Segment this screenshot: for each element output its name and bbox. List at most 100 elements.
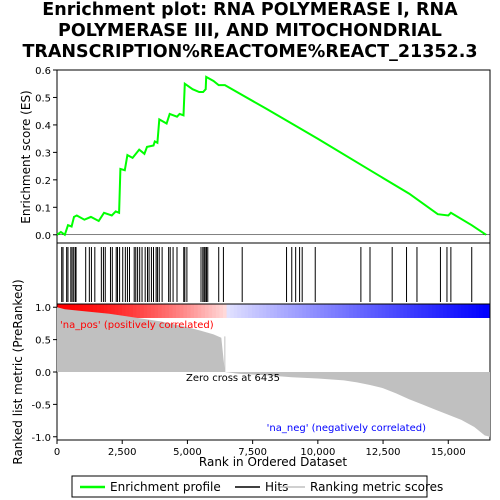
color-bar-segment <box>219 304 224 318</box>
color-bar-segment <box>93 304 98 318</box>
es-y-tick-label: 0.3 <box>35 148 51 159</box>
color-bar-segment <box>154 304 159 318</box>
color-bar-segment <box>82 304 87 318</box>
color-bar-segment <box>464 304 469 318</box>
color-bar-segment <box>136 304 141 318</box>
color-bar-segment <box>352 304 357 318</box>
color-bar-segment <box>125 304 130 318</box>
es-y-tick-label: 0.4 <box>35 121 51 132</box>
x-tick-label: 10,000 <box>300 447 335 458</box>
x-tick-label: 12,500 <box>366 447 401 458</box>
color-bar-segment <box>287 304 292 318</box>
metric-y-tick-label: -0.5 <box>31 400 51 411</box>
color-bar-segment <box>194 304 199 318</box>
color-bar-segment <box>280 304 285 318</box>
color-bar-segment <box>241 304 246 318</box>
es-y-axis-label: Enrichment score (ES) <box>19 90 33 223</box>
color-bar-segment <box>215 304 220 318</box>
color-bar-segment <box>428 304 433 318</box>
color-bar-segment <box>190 304 195 318</box>
color-bar-segment <box>432 304 437 318</box>
color-bar-segment <box>320 304 325 318</box>
color-bar-segment <box>331 304 336 318</box>
metric-y-ticks: -1.0 -0.5 0.0 0.5 1.0 <box>31 303 57 444</box>
color-bar-segment <box>342 304 347 318</box>
legend-hits-label: Hits <box>265 480 288 494</box>
color-bar-segment <box>165 304 170 318</box>
color-bar-segment <box>266 304 271 318</box>
color-bar-segment <box>237 304 242 318</box>
color-bar-segment <box>479 304 484 318</box>
metric-y-tick-label: 0.0 <box>35 368 51 379</box>
color-bar-segment <box>461 304 466 318</box>
x-tick-label: 5,000 <box>173 447 202 458</box>
color-bar-segment <box>471 304 476 318</box>
color-bar-segment <box>468 304 473 318</box>
color-bar-segment <box>114 304 119 318</box>
color-bar-segment <box>262 304 267 318</box>
color-bar-segment <box>414 304 419 318</box>
color-bar-segment <box>251 304 256 318</box>
hits-group <box>61 247 473 302</box>
color-bar-segment <box>132 304 137 318</box>
color-bar-segment <box>233 304 238 318</box>
color-bar-segment <box>439 304 444 318</box>
color-bar-segment <box>85 304 90 318</box>
color-bar-segment <box>277 304 282 318</box>
color-bar-segment <box>89 304 94 318</box>
color-bar-segment <box>197 304 202 318</box>
color-bar-segment <box>327 304 332 318</box>
color-bar-segment <box>255 304 260 318</box>
enrichment-profile-line <box>56 75 487 237</box>
color-bar-segment <box>421 304 426 318</box>
x-tick-label: 7,500 <box>238 447 267 458</box>
color-bar-segment <box>107 304 112 318</box>
color-bar-segment <box>425 304 430 318</box>
color-bar-segment <box>360 304 365 318</box>
color-bar-segment <box>212 304 217 318</box>
positive-correlation-label: 'na_pos' (positively correlated) <box>60 320 214 331</box>
color-bar-segment <box>482 304 487 318</box>
title-line-2: POLYMERASE III, AND MITOCHONDRIAL <box>58 21 442 41</box>
title-line-3: TRANSCRIPTION%REACTOME%REACT_21352.3 <box>22 42 478 62</box>
color-bar-segment <box>161 304 166 318</box>
color-bar-segment <box>150 304 155 318</box>
metric-y-tick-label: 1.0 <box>35 303 51 314</box>
x-axis-ticks: 0 2,500 5,000 7,500 10,000 12,500 15,000 <box>54 440 466 458</box>
color-bar-segment <box>118 304 123 318</box>
legend-metric-label: Ranking metric scores <box>310 480 443 494</box>
color-bar-segment <box>291 304 296 318</box>
color-bar-segment <box>100 304 105 318</box>
color-bar-segment <box>392 304 397 318</box>
color-bar-segment <box>309 304 314 318</box>
color-bar-segment <box>475 304 480 318</box>
color-bar-segment <box>356 304 361 318</box>
color-bar-segment <box>183 304 188 318</box>
color-bar-segment <box>248 304 253 318</box>
color-bar-segment <box>338 304 343 318</box>
color-bar-segment <box>453 304 458 318</box>
color-bar-segment <box>316 304 321 318</box>
color-bar-segment <box>172 304 177 318</box>
es-y-ticks: 0.0 0.1 0.2 0.3 0.4 0.5 0.6 <box>35 66 57 242</box>
color-bar-segment <box>385 304 390 318</box>
color-bar-segment <box>399 304 404 318</box>
color-bar-segment <box>168 304 173 318</box>
color-bar-segment <box>295 304 300 318</box>
color-bar-segment <box>374 304 379 318</box>
color-bar-segment <box>129 304 134 318</box>
color-bar-segment <box>147 304 152 318</box>
x-tick-label: 2,500 <box>108 447 137 458</box>
color-bar-segment <box>457 304 462 318</box>
color-bar-segment <box>179 304 184 318</box>
color-bar-segment <box>403 304 408 318</box>
negative-correlation-label: 'na_neg' (negatively correlated) <box>267 423 426 434</box>
color-bar-segment <box>230 304 235 318</box>
color-bar-segment <box>446 304 451 318</box>
hits-panel-frame <box>56 242 491 305</box>
es-y-tick-label: 0.1 <box>35 203 51 214</box>
color-bar-segment <box>208 304 213 318</box>
color-bar-segment <box>244 304 249 318</box>
ranking-metric-area <box>57 307 490 437</box>
